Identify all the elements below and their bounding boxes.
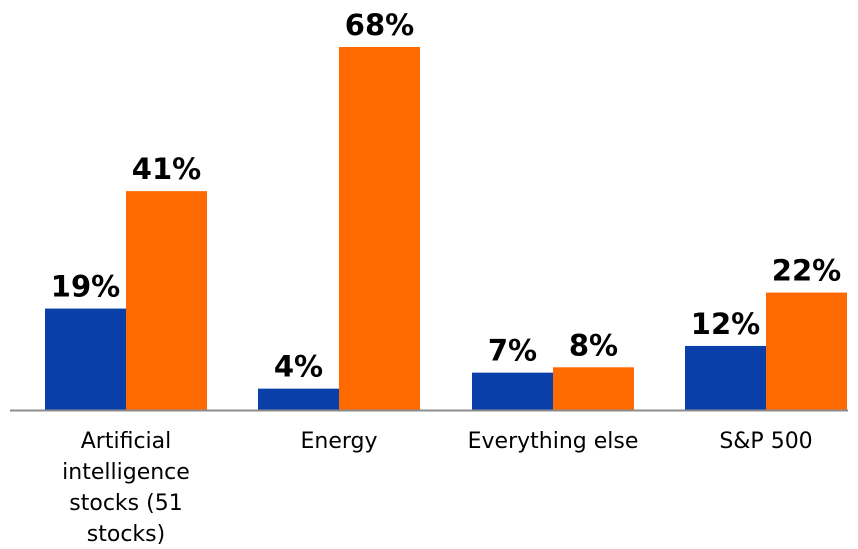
category-label-1: Artificial intelligence stocks (51 stocks) (62, 429, 190, 547)
bar-series2-4 (766, 292, 847, 410)
bar-series2-2 (339, 47, 420, 410)
bar-series1-3 (472, 372, 553, 410)
value-label-series2-1: 41% (132, 152, 201, 186)
category-label-line: stocks) (87, 522, 165, 547)
value-label-series1-3: 7% (488, 334, 537, 368)
category-label-line: Artificial (81, 429, 172, 454)
bar-series2-1 (126, 191, 207, 410)
bar-series1-1 (45, 308, 126, 410)
category-labels-group: Artificial intelligence stocks (51 stocks) E… (62, 429, 813, 547)
bar-series2-3 (553, 367, 634, 410)
category-label-3: Everything else (468, 429, 639, 454)
bar-series1-4 (685, 345, 766, 410)
category-label-line: intelligence (62, 460, 190, 485)
category-label-line: Everything else (468, 429, 639, 454)
value-label-series2-4: 22% (772, 254, 841, 288)
value-label-series2-3: 8% (569, 328, 618, 362)
bars-group (45, 47, 847, 410)
value-label-series1-2: 4% (274, 350, 323, 384)
category-label-2: Energy (300, 429, 377, 454)
value-label-series2-2: 68% (345, 8, 414, 42)
value-label-series1-1: 19% (51, 270, 120, 304)
category-label-line: Energy (300, 429, 377, 454)
value-labels-group: 19% 4% 7% 12% 41% 68% 8% 22% (51, 8, 841, 384)
category-label-line: stocks (51 (69, 491, 182, 516)
category-label-4: S&P 500 (719, 429, 812, 454)
value-label-series1-4: 12% (691, 307, 760, 341)
category-label-line: S&P 500 (719, 429, 812, 454)
bar-series1-2 (258, 388, 339, 410)
